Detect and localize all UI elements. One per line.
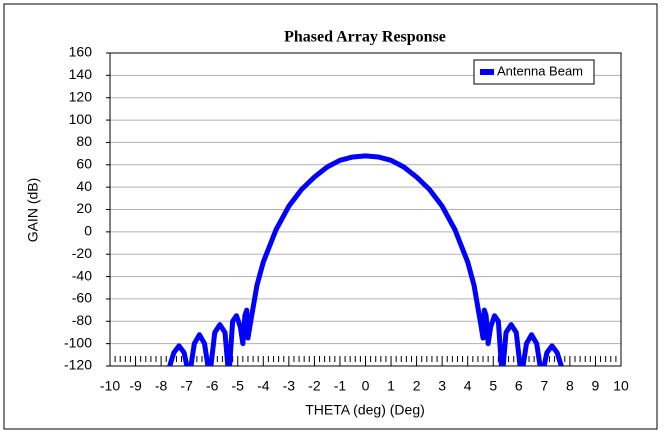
x-tick-label: 4 xyxy=(464,378,472,394)
y-tick-label: 140 xyxy=(69,66,93,82)
x-tick-label: 0 xyxy=(362,378,370,394)
chart-title: Phased Array Response xyxy=(284,29,446,46)
y-tick-label: 60 xyxy=(76,155,92,171)
x-tick-label: 10 xyxy=(613,378,629,394)
x-tick-label: -1 xyxy=(334,378,347,394)
x-tick-label: -3 xyxy=(283,378,296,394)
y-tick-label: -40 xyxy=(72,267,92,283)
x-tick-label: -2 xyxy=(308,378,321,394)
x-tick-label: 6 xyxy=(515,378,523,394)
y-axis-label: GAIN (dB) xyxy=(25,178,41,243)
x-tick-label: 1 xyxy=(387,378,395,394)
legend-label: Antenna Beam xyxy=(497,63,583,78)
y-tick-label: -60 xyxy=(72,290,92,306)
x-tick-label: 3 xyxy=(438,378,446,394)
x-tick-label: -4 xyxy=(257,378,270,394)
x-tick-label: 5 xyxy=(489,378,497,394)
y-tick-label: -120 xyxy=(64,357,92,373)
y-tick-label: -80 xyxy=(72,312,92,328)
y-tick-label: 0 xyxy=(84,223,92,239)
x-tick-label: -6 xyxy=(206,378,219,394)
y-tick-label: -100 xyxy=(64,334,92,350)
x-tick-label: -10 xyxy=(100,378,120,394)
series-line xyxy=(167,153,564,366)
y-tick-label: -20 xyxy=(72,245,92,261)
y-tick-label: 20 xyxy=(76,200,92,216)
y-tick-label: 100 xyxy=(69,111,93,127)
x-tick-label: 8 xyxy=(566,378,574,394)
x-tick-label: -8 xyxy=(155,378,168,394)
y-tick-label: 120 xyxy=(69,88,93,104)
x-tick-label: -5 xyxy=(232,378,245,394)
x-tick-label: -9 xyxy=(129,378,142,394)
y-tick-label: 160 xyxy=(69,44,93,60)
y-tick-label: 40 xyxy=(76,178,92,194)
x-tick-label: 2 xyxy=(413,378,421,394)
x-tick-label: 7 xyxy=(540,378,548,394)
x-tick-label: -7 xyxy=(180,378,193,394)
x-axis-label: THETA (deg) (Deg) xyxy=(305,402,425,418)
legend-box xyxy=(473,59,595,85)
x-tick-label: 9 xyxy=(592,378,600,394)
y-tick-label: 80 xyxy=(76,133,92,149)
